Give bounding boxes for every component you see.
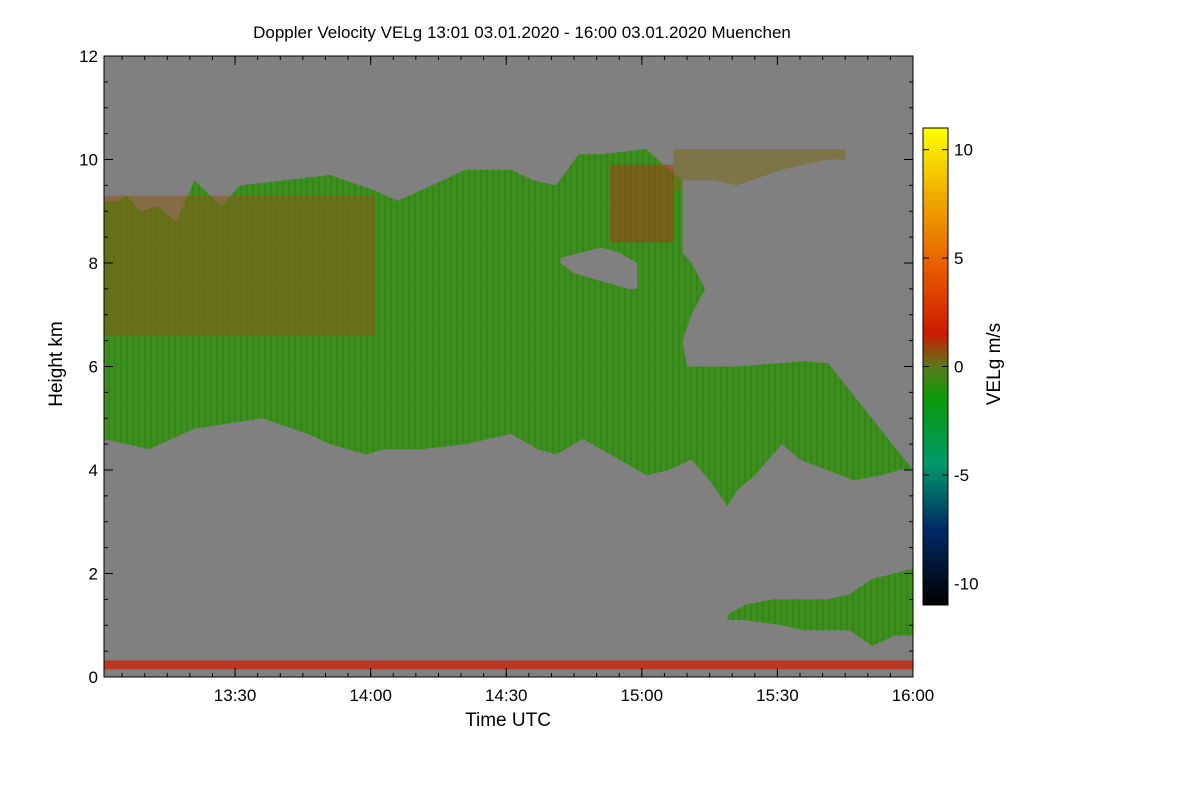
y-tick-label: 12: [79, 47, 98, 66]
chart-title: Doppler Velocity VELg 13:01 03.01.2020 -…: [253, 23, 791, 42]
y-tick-label: 2: [89, 565, 98, 584]
colorbar-label: VELg m/s: [984, 323, 1005, 405]
x-tick-label: 15:00: [621, 686, 664, 705]
y-tick-label: 10: [79, 151, 98, 170]
plot-content: [104, 149, 913, 670]
x-axis: 13:30 14:00 14:30 15:00 15:30 16:00: [121, 56, 935, 705]
plot-area: [103, 55, 914, 678]
clear-gap-gap-right: [682, 159, 913, 367]
y-axis-label: Height km: [46, 321, 67, 407]
y-tick-label: 6: [89, 358, 98, 377]
band-surface-clutter: [104, 660, 913, 670]
y-tick-label: 0: [89, 668, 98, 687]
colorbar-tick-label: 0: [954, 358, 963, 377]
y-tick-label: 4: [89, 461, 98, 480]
clear-gap-gap-mid: [560, 247, 638, 289]
x-tick-label: 13:30: [214, 686, 257, 705]
band-upper-orange: [104, 195, 376, 336]
colorbar-tick-label: 10: [954, 141, 973, 160]
x-tick-label: 14:30: [485, 686, 528, 705]
x-tick-label: 16:00: [892, 686, 935, 705]
y-tick-label: 8: [89, 254, 98, 273]
colorbar-tick-label: -5: [954, 466, 969, 485]
colorbar-tick-label: 5: [954, 249, 963, 268]
colorbar-tick-label: -10: [954, 574, 979, 593]
x-axis-label: Time UTC: [465, 710, 551, 731]
y-axis: 0 2 4 6 8 10 12: [79, 47, 913, 687]
cloud-texture-lower-cloud: [727, 568, 913, 646]
colorbar: -10 -5 0 5 10: [922, 127, 979, 606]
band-high-red-patch: [610, 164, 674, 243]
x-tick-label: 14:00: [349, 686, 392, 705]
x-tick-label: 15:30: [756, 686, 799, 705]
